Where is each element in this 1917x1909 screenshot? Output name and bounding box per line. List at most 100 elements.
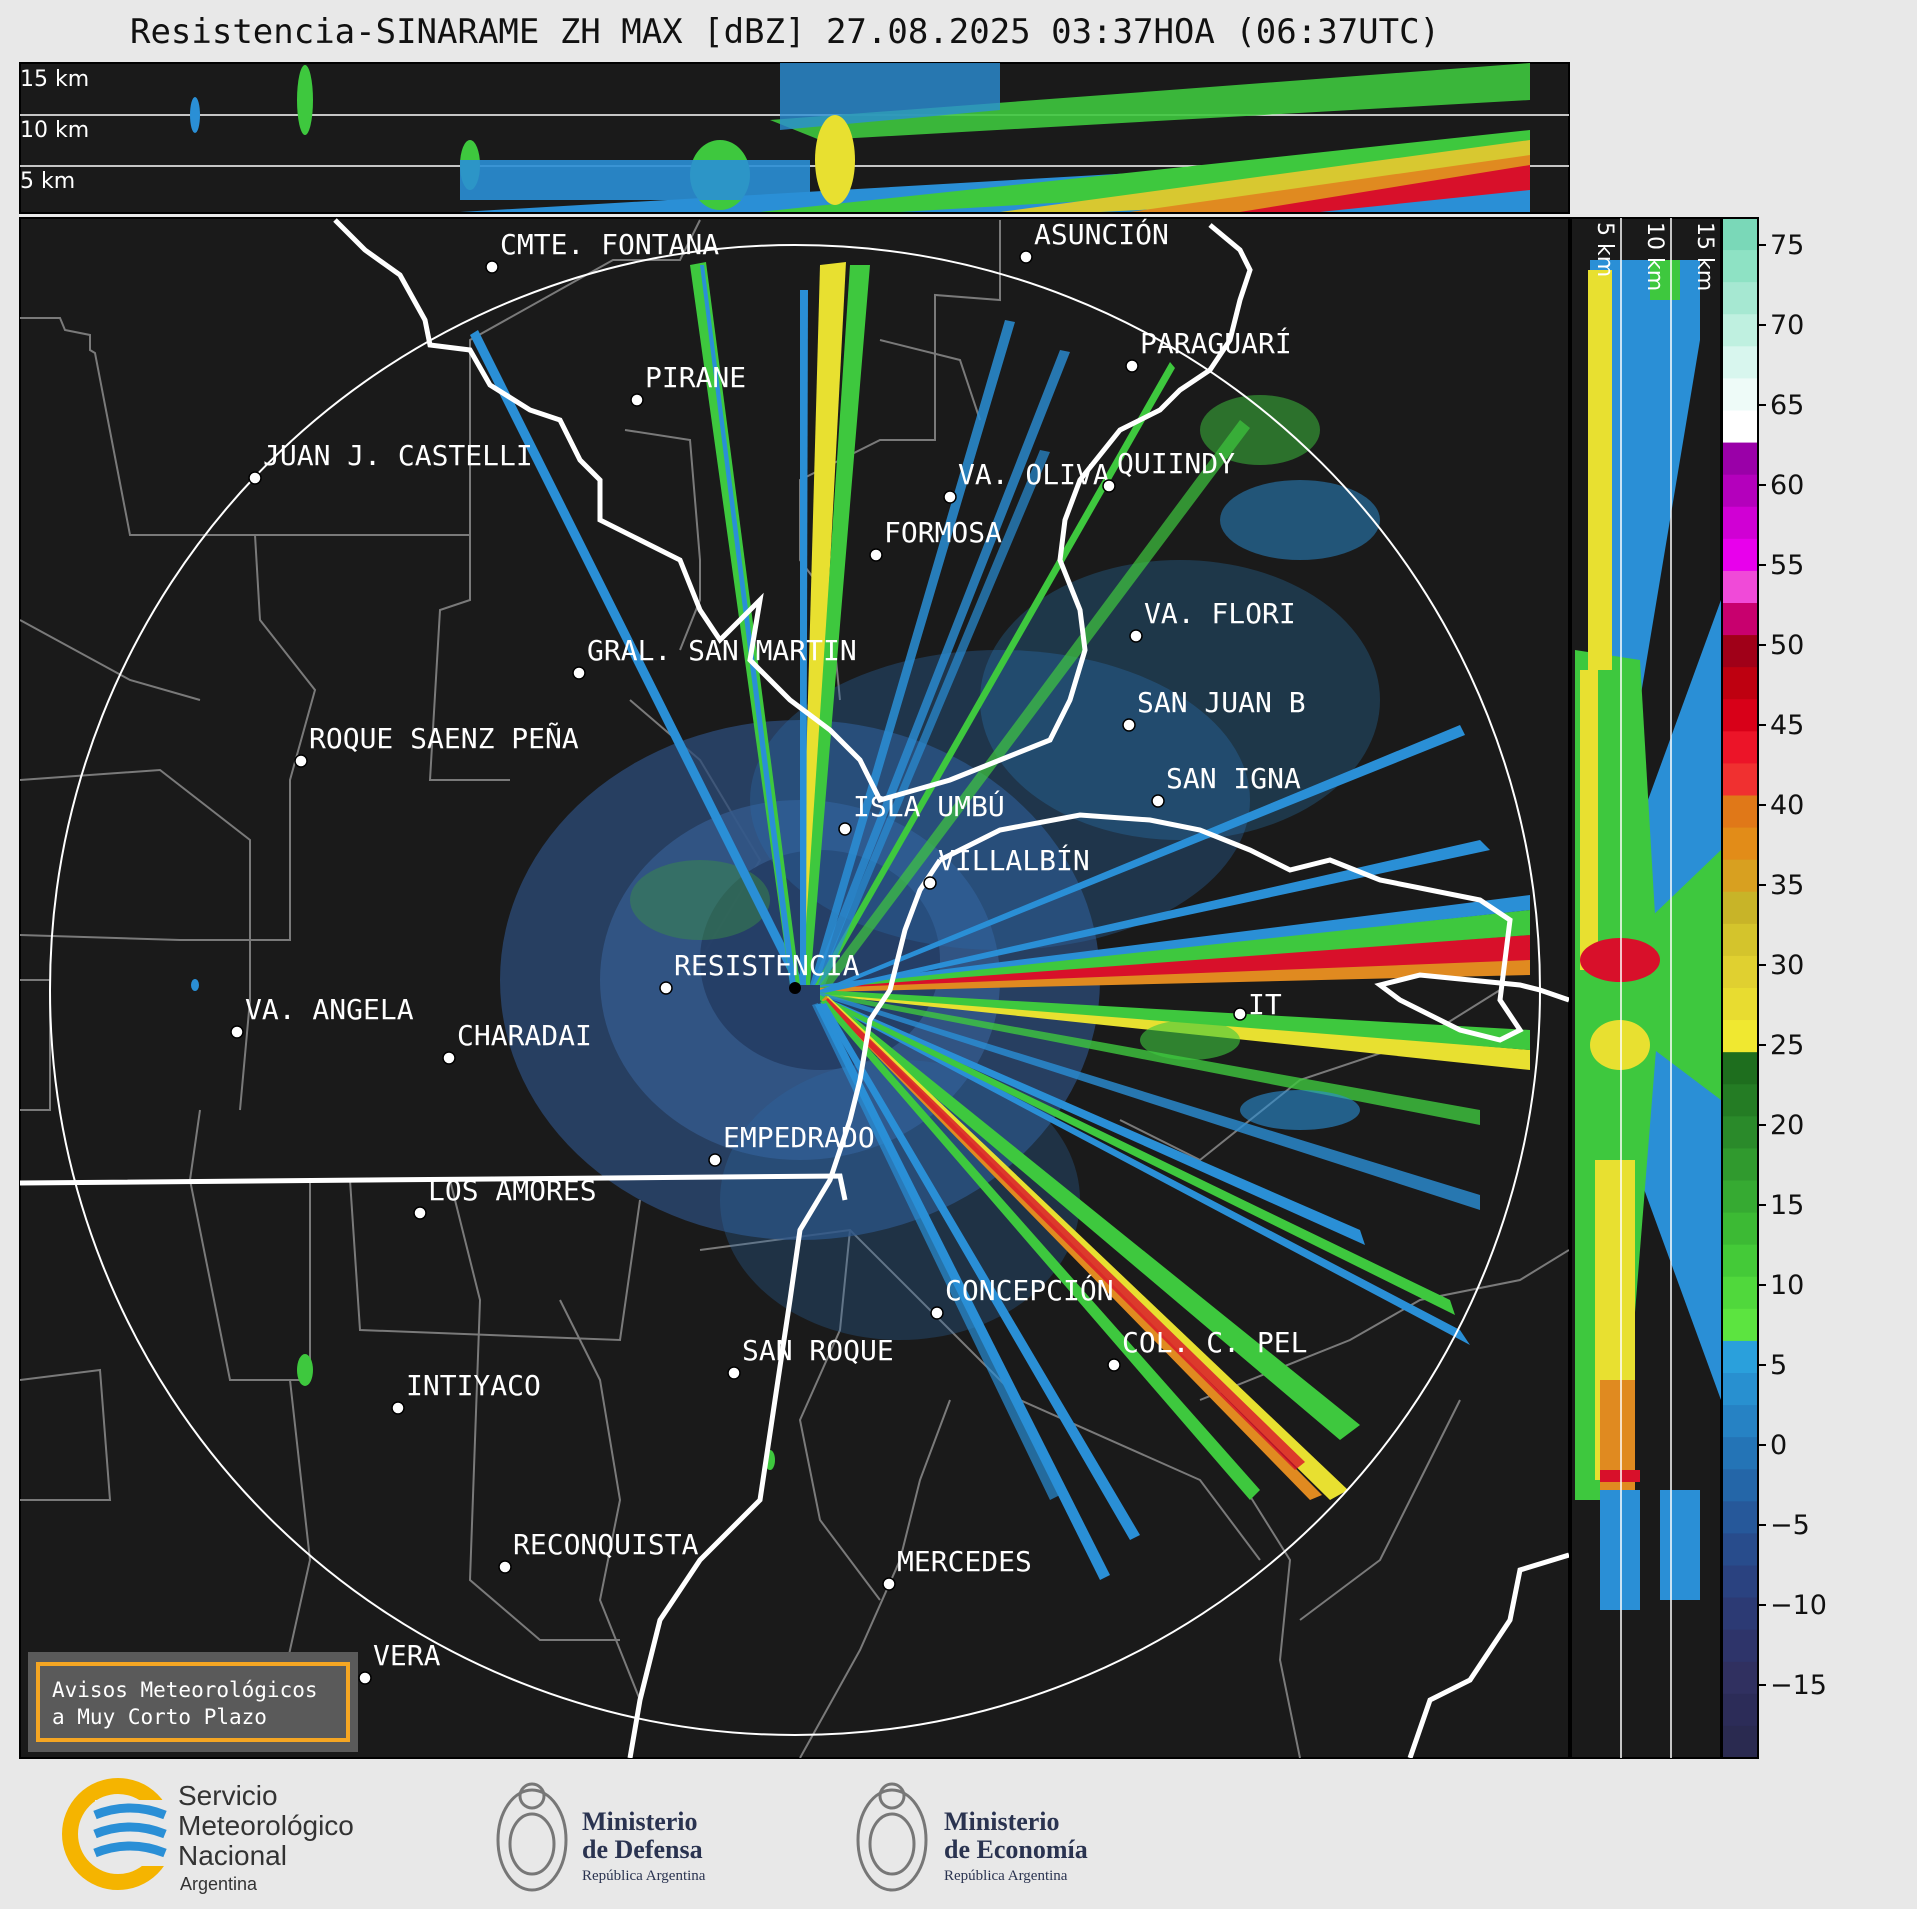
colorbar-step bbox=[1722, 923, 1758, 957]
colorbar-tick-label: 20 bbox=[1770, 1110, 1804, 1141]
city-label: GRAL. SAN MARTIN bbox=[587, 634, 857, 667]
colorbar-step bbox=[1722, 1629, 1758, 1663]
colorbar-steps bbox=[1722, 218, 1758, 1759]
top-cross-section-panel: 15 km 10 km 5 km bbox=[19, 62, 1570, 214]
smn-logo[interactable]: Servicio Meteorológico Nacional Argentin… bbox=[62, 1778, 354, 1894]
colorbar-step bbox=[1722, 1501, 1758, 1535]
city-9: GRAL. SAN MARTIN bbox=[572, 634, 857, 680]
city-marker bbox=[869, 548, 883, 562]
city-18: IT bbox=[1233, 988, 1282, 1021]
colorbar-step bbox=[1722, 699, 1758, 732]
city-marker bbox=[572, 666, 586, 680]
city-6: QUIINDY bbox=[1102, 447, 1235, 493]
colorbar-step bbox=[1722, 570, 1758, 604]
colorbar-step bbox=[1722, 1276, 1758, 1310]
city-marker bbox=[442, 1051, 456, 1065]
city-marker bbox=[630, 393, 644, 407]
colorbar-tick-label: −10 bbox=[1770, 1590, 1827, 1621]
ministerio-economia-logo[interactable]: Ministerio de Economía República Argenti… bbox=[856, 1782, 1088, 1892]
city-marker bbox=[943, 490, 957, 504]
colorbar-step bbox=[1722, 891, 1758, 925]
colorbar-tick-label: 65 bbox=[1770, 390, 1804, 421]
colorbar-step bbox=[1722, 603, 1758, 636]
city-label: RESISTENCIA bbox=[674, 949, 860, 982]
city-15: RESISTENCIA bbox=[659, 949, 860, 995]
city-marker bbox=[294, 754, 308, 768]
notice-line1: Avisos Meteorológicos bbox=[52, 1678, 318, 1702]
colorbar-step bbox=[1722, 1693, 1758, 1727]
ministerio-defensa-logo[interactable]: Ministerio de Defensa República Argentin… bbox=[496, 1782, 706, 1892]
colorbar-step bbox=[1722, 378, 1758, 412]
city-1: ASUNCIÓN bbox=[1019, 218, 1169, 264]
city-label: COL. C. PEL bbox=[1122, 1326, 1307, 1359]
colorbar-tick-label: −5 bbox=[1770, 1510, 1810, 1541]
colorbar-step bbox=[1722, 1212, 1758, 1246]
colorbar-tick-label: 35 bbox=[1770, 870, 1804, 901]
city-13: ISLA UMBÚ bbox=[838, 789, 1005, 836]
city-marker bbox=[727, 1366, 741, 1380]
city-marker bbox=[923, 876, 937, 890]
city-0: CMTE. FONTANA bbox=[485, 228, 719, 274]
city-label: VA. FLORI bbox=[1144, 597, 1296, 630]
city-label: SAN ROQUE bbox=[742, 1334, 894, 1367]
colorbar-step bbox=[1722, 795, 1758, 829]
city-4: JUAN J. CASTELLI bbox=[248, 439, 533, 485]
city-label: VA. ANGELA bbox=[245, 993, 414, 1026]
city-label: INTIYACO bbox=[406, 1369, 541, 1402]
colorbar-step bbox=[1722, 1405, 1758, 1438]
city-3: PIRANE bbox=[630, 361, 746, 407]
colorbar-step bbox=[1722, 1148, 1758, 1182]
colorbar-step bbox=[1722, 1052, 1758, 1085]
colorbar-step bbox=[1722, 442, 1758, 476]
city-10: SAN JUAN B bbox=[1122, 686, 1306, 732]
city-label: SAN IGNA bbox=[1166, 762, 1301, 795]
colorbar-tick-label: 25 bbox=[1770, 1030, 1804, 1061]
radar-site-marker bbox=[789, 982, 801, 994]
city-2: PARAGUARÍ bbox=[1125, 326, 1292, 373]
defensa-line2: de Defensa bbox=[582, 1835, 703, 1864]
city-marker bbox=[248, 471, 262, 485]
colorbar-step bbox=[1722, 218, 1758, 251]
colorbar-step bbox=[1722, 1725, 1758, 1759]
city-23: COL. C. PEL bbox=[1107, 1326, 1307, 1372]
city-label: VERA bbox=[373, 1639, 441, 1672]
city-label: IT bbox=[1248, 988, 1282, 1021]
city-12: SAN IGNA bbox=[1151, 762, 1301, 808]
colorbar-step bbox=[1722, 410, 1758, 444]
city-label: QUIINDY bbox=[1117, 447, 1235, 480]
colorbar-tick-label: 45 bbox=[1770, 710, 1804, 741]
colorbar-step bbox=[1722, 1244, 1758, 1278]
city-marker bbox=[930, 1306, 944, 1320]
colorbar-tick-label: 40 bbox=[1770, 790, 1804, 821]
national-coat-of-arms-icon bbox=[856, 1782, 928, 1892]
side-alt-label-15km: 15 km bbox=[1692, 222, 1717, 291]
colorbar-step bbox=[1722, 731, 1758, 765]
side-cross-section-panel: 5 km 10 km 15 km bbox=[1570, 217, 1722, 1759]
national-coat-of-arms-icon bbox=[496, 1782, 568, 1892]
colorbar-tick-label: 70 bbox=[1770, 310, 1804, 341]
notice-box[interactable]: Avisos Meteorológicos a Muy Corto Plazo bbox=[28, 1652, 358, 1752]
top-alt-label-5km: 5 km bbox=[20, 169, 75, 194]
colorbar-tick-label: 10 bbox=[1770, 1270, 1804, 1301]
city-14: VILLALBÍN bbox=[923, 843, 1090, 890]
city-marker bbox=[230, 1025, 244, 1039]
city-19: EMPEDRADO bbox=[708, 1121, 875, 1167]
smn-emblem-icon bbox=[62, 1778, 175, 1890]
colorbar-step bbox=[1722, 1437, 1758, 1470]
page-title: Resistencia-SINARAME ZH MAX [dBZ] 27.08.… bbox=[129, 12, 1441, 52]
colorbar-step bbox=[1722, 1084, 1758, 1117]
city-label: CHARADAI bbox=[457, 1019, 592, 1052]
city-marker bbox=[1125, 359, 1139, 373]
city-11: ROQUE SAENZ PEÑA bbox=[294, 721, 579, 768]
city-26: MERCEDES bbox=[882, 1545, 1032, 1591]
defensa-line1: Ministerio bbox=[582, 1807, 698, 1836]
side-echo-bands bbox=[1575, 260, 1721, 1610]
city-marker bbox=[1129, 629, 1143, 643]
notice-line2: a Muy Corto Plazo bbox=[52, 1705, 267, 1729]
city-marker bbox=[413, 1206, 427, 1220]
city-label: JUAN J. CASTELLI bbox=[263, 439, 533, 472]
city-marker bbox=[1151, 794, 1165, 808]
city-17: CHARADAI bbox=[442, 1019, 592, 1065]
city-marker bbox=[498, 1560, 512, 1574]
